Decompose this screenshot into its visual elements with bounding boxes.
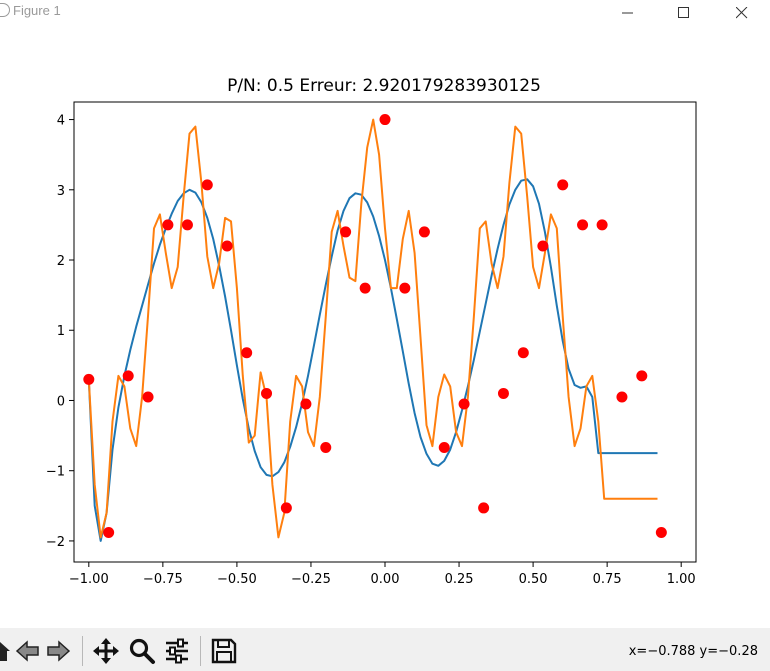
maximize-icon [678, 7, 689, 18]
data-point [142, 391, 154, 403]
data-point [241, 347, 253, 359]
data-point [517, 347, 529, 359]
y-tick-label: 4 [57, 114, 65, 129]
data-point [201, 179, 213, 191]
data-point [83, 373, 95, 385]
data-point [280, 502, 292, 514]
y-tick-label: 1 [57, 324, 65, 339]
data-point [379, 114, 391, 126]
back-button[interactable] [14, 637, 42, 665]
figure-canvas[interactable]: P/N: 0.5 Erreur: 2.920179283930125 −1.00… [0, 28, 770, 628]
data-point [557, 179, 569, 191]
data-point [458, 398, 470, 410]
close-button[interactable] [719, 0, 765, 28]
pan-button[interactable] [92, 637, 120, 665]
data-point [636, 370, 648, 382]
data-point [497, 387, 509, 399]
data-point [399, 282, 411, 294]
data-point [261, 387, 273, 399]
back-icon [15, 640, 39, 662]
window-titlebar: Figure 1 [0, 0, 770, 28]
data-point [340, 226, 352, 238]
x-tick-label: 0.00 [371, 572, 400, 587]
data-point [221, 240, 233, 252]
chart-title: P/N: 0.5 Erreur: 2.920179283930125 [227, 76, 541, 96]
forward-icon [47, 640, 71, 662]
y-tick-label: 3 [57, 184, 65, 199]
zoom-icon [129, 638, 155, 664]
navigation-toolbar: x=−0.788 y=−0.28 [0, 628, 770, 671]
configure-subplots-icon [166, 638, 188, 664]
x-tick-label: −0.50 [217, 572, 257, 587]
data-point [122, 370, 134, 382]
series-line-1 [87, 118, 658, 539]
zoom-button[interactable] [128, 637, 156, 665]
y-tick-label: 0 [57, 394, 65, 409]
home-icon [0, 642, 10, 661]
x-tick-label: 1.00 [667, 572, 696, 587]
data-point [300, 398, 312, 410]
data-point [359, 282, 371, 294]
pan-icon [93, 638, 119, 664]
cursor-coordinates: x=−0.788 y=−0.28 [628, 644, 758, 659]
data-point [596, 219, 608, 231]
maximize-button[interactable] [661, 0, 707, 28]
window-title-text: Figure 1 [13, 3, 61, 18]
x-tick-label: −0.75 [143, 572, 183, 587]
save-button[interactable] [210, 637, 238, 665]
data-point [320, 442, 332, 454]
data-point [616, 391, 628, 403]
data-point [438, 442, 450, 454]
x-tick-label: 0.25 [445, 572, 474, 587]
data-point [162, 219, 174, 231]
save-icon [211, 638, 237, 664]
y-tick-label: 2 [57, 254, 65, 269]
x-tick-label: −0.25 [291, 572, 331, 587]
y-tick-label: −1 [46, 465, 65, 480]
x-tick-label: 0.75 [593, 572, 622, 587]
data-point [537, 240, 549, 252]
series-line-0 [87, 178, 658, 542]
minimize-icon [622, 12, 633, 14]
data-point [655, 527, 667, 539]
x-tick-label: −1.00 [69, 572, 109, 587]
data-point [478, 502, 490, 514]
data-point [577, 219, 589, 231]
close-icon [736, 7, 748, 19]
data-point [181, 219, 193, 231]
home-button[interactable] [0, 637, 14, 665]
forward-button[interactable] [44, 637, 72, 665]
axes-frame [73, 101, 697, 563]
x-tick-label: 0.50 [519, 572, 548, 587]
data-point [418, 226, 430, 238]
toolbar-separator [200, 636, 201, 666]
data-point [103, 527, 115, 539]
y-tick-label: −2 [46, 535, 65, 550]
window-title: Figure 1 [0, 3, 61, 18]
configure-subplots-button[interactable] [163, 637, 191, 665]
minimize-button[interactable] [605, 0, 651, 28]
app-icon [0, 3, 10, 17]
toolbar-separator [82, 636, 83, 666]
